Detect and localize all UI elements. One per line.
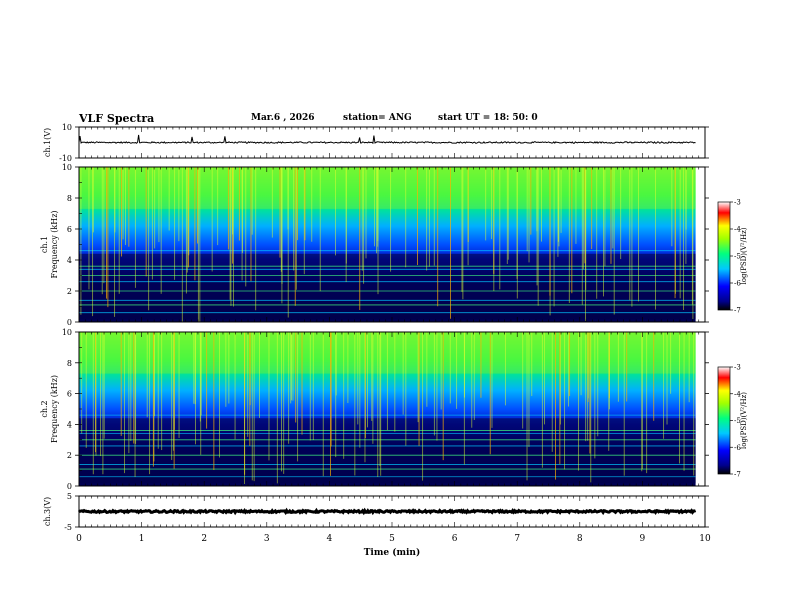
y-axis-label: ch.1 (40, 236, 49, 253)
colorbar-tick-label: -7 (734, 471, 741, 479)
x-tick-label: 2 (201, 534, 207, 544)
y-tick-label: -10 (59, 154, 72, 163)
date-label: Mar.6 , 2026 (251, 113, 315, 123)
y-tick-label: 6 (67, 225, 72, 234)
x-tick-label: 1 (139, 534, 145, 544)
y-axis-label-units: Frequency (kHz) (50, 210, 59, 278)
start-time-label: start UT = 18: 50: 0 (438, 113, 538, 123)
waveform-trace (78, 134, 696, 145)
colorbar (717, 201, 731, 311)
station-label: station= ANG (343, 113, 412, 123)
x-tick-label: 5 (389, 534, 395, 544)
y-tick-label: 2 (67, 451, 72, 460)
x-tick-label: 9 (640, 534, 646, 544)
y-tick-label: 10 (62, 123, 72, 132)
colorbar-label: log(PSD)(V²/Hz) (740, 392, 748, 449)
colorbar-label: log(PSD)(V²/Hz) (740, 227, 748, 284)
x-tick-label: 7 (514, 534, 520, 544)
y-tick-label: 2 (67, 287, 72, 296)
colorbar-tick-label: -3 (734, 364, 741, 372)
colorbar-tick-label: -7 (734, 307, 741, 315)
x-tick-label: 0 (76, 534, 82, 544)
y-tick-label: 5 (67, 492, 72, 501)
y-tick-label: 0 (67, 318, 72, 327)
y-tick-label: -5 (64, 523, 72, 532)
colorbar-tick-label: -5 (734, 253, 741, 261)
y-axis-label: ch.3(V) (43, 497, 52, 526)
y-tick-label: 10 (62, 163, 72, 172)
x-axis-label: Time (min) (364, 547, 421, 558)
x-tick-label: 4 (327, 534, 333, 544)
colorbar-tick-label: -6 (734, 280, 741, 288)
spectrogram-band-lower (79, 253, 696, 319)
y-tick-label: 10 (62, 328, 72, 337)
colorbar-tick-label: -4 (734, 390, 741, 398)
y-tick-label: 6 (67, 390, 72, 399)
x-tick-label: 3 (264, 534, 270, 544)
colorbar (717, 366, 731, 475)
chart-title: VLF Spectra (79, 112, 155, 125)
x-tick-label: 8 (577, 534, 583, 544)
waveform-trace (77, 507, 697, 516)
y-axis-label: ch.1(V) (43, 128, 52, 157)
colorbar-tick-label: -5 (734, 417, 741, 425)
y-axis-label: ch.2 (40, 400, 49, 417)
y-tick-label: 0 (67, 482, 72, 491)
y-tick-label: 4 (67, 256, 72, 265)
colorbar-tick-label: -4 (734, 226, 741, 234)
y-tick-label: 4 (67, 420, 72, 429)
spectrogram-band-upper (79, 167, 696, 209)
y-tick-label: 8 (67, 359, 72, 368)
y-axis-label-units: Frequency (kHz) (50, 375, 59, 443)
y-tick-label: 8 (67, 194, 72, 203)
x-tick-label: 10 (699, 534, 711, 544)
colorbar-tick-label: -3 (734, 199, 741, 207)
colorbar-tick-label: -6 (734, 444, 741, 452)
x-tick-label: 6 (452, 534, 458, 544)
